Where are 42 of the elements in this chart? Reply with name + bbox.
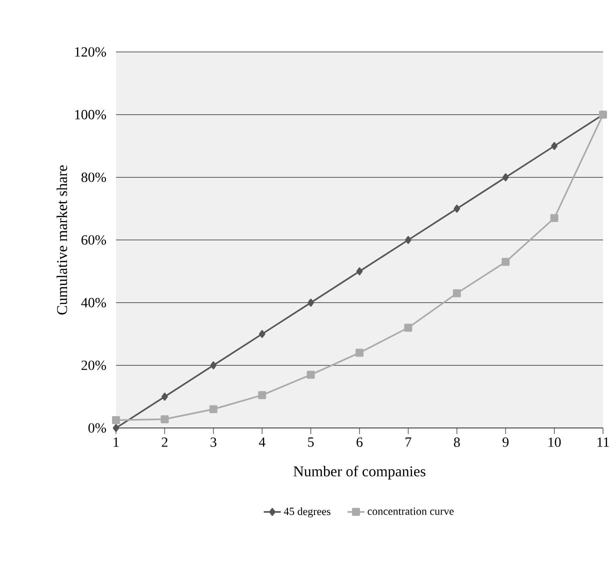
y-tick-label: 60% (82, 235, 106, 245)
x-tick-label: 10 (548, 438, 561, 447)
x-tick-label: 9 (502, 438, 509, 447)
x-tick-label: 11 (598, 437, 609, 447)
point (454, 204, 460, 213)
point (209, 405, 218, 414)
point (308, 298, 314, 307)
x-tick-label: 2 (162, 438, 168, 447)
point (404, 324, 412, 332)
x-axis-title: Number of companies (294, 466, 426, 480)
point (502, 258, 510, 266)
legend-label: 45 degrees (284, 507, 330, 518)
x-tick-label: 3 (210, 438, 216, 447)
point (356, 348, 364, 357)
x-tick-label: 7 (406, 438, 412, 447)
y-tick-label: 0% (88, 423, 106, 433)
x-tick-label: 6 (356, 438, 363, 447)
point (258, 391, 266, 400)
x-tick-label: 1 (114, 437, 119, 447)
point (258, 330, 266, 338)
point (112, 424, 120, 432)
point (306, 370, 315, 379)
point (551, 142, 558, 150)
point (160, 415, 169, 424)
point (452, 289, 461, 298)
y-tick-label: 120% (75, 47, 106, 57)
point (405, 236, 412, 244)
point (112, 416, 120, 424)
point (210, 361, 217, 370)
point (550, 214, 558, 222)
x-tick-label: 8 (454, 438, 460, 447)
y-axis-title: Cumulative market share (56, 165, 68, 314)
point (356, 267, 363, 276)
point (162, 392, 168, 401)
y-tick-label: 80% (81, 172, 106, 182)
y-tick-label: 40% (81, 298, 106, 308)
x-tick-label: 5 (308, 438, 314, 447)
legend-label: concentration curve (368, 508, 454, 515)
y-tick-label: 100% (75, 110, 106, 120)
y-tick-label: 20% (82, 360, 106, 370)
x-tick-label: 4 (258, 438, 266, 447)
point (502, 173, 509, 182)
